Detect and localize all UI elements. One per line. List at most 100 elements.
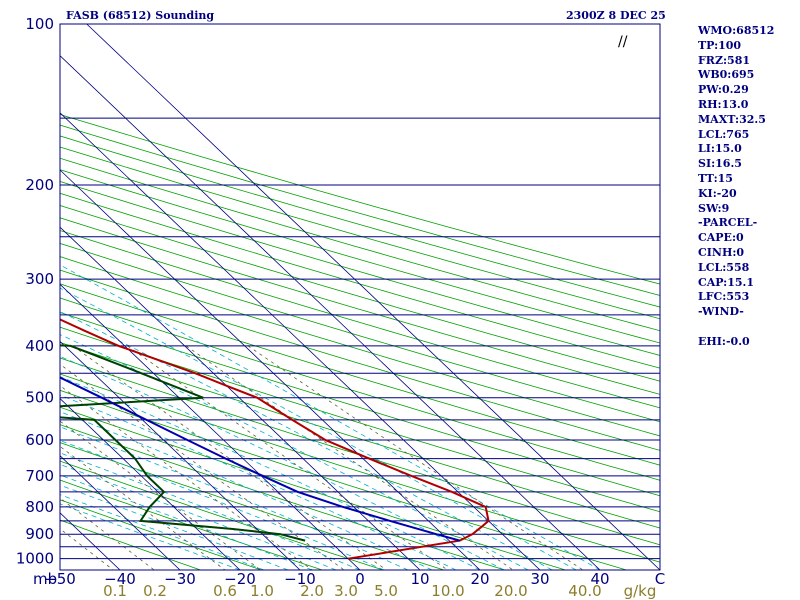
moist-adiabat: [60, 411, 433, 570]
isotherm: [86, 24, 660, 570]
index-item: LCL:558: [698, 260, 750, 274]
dry-adiabat: [60, 269, 660, 451]
temperature-tick-label: −10: [284, 570, 316, 588]
dry-adiabat: [60, 169, 660, 344]
mixing-ratio-line: [127, 345, 448, 570]
isotherm: [60, 112, 541, 570]
background-lines: [60, 24, 660, 570]
mixing-ratio-line: [60, 385, 313, 570]
wind-barb-icon: //: [618, 34, 628, 50]
index-item: CAP:15.1: [698, 275, 755, 289]
index-item: LCL:765: [698, 127, 750, 141]
dry-adiabat: [60, 312, 660, 497]
sounding-datetime: 2300Z 8 DEC 25: [566, 9, 666, 22]
pressure-tick-label: 300: [25, 270, 54, 288]
mixing-ratio-label: 20.0: [494, 582, 527, 600]
dry-adiabat: [60, 205, 660, 382]
index-item: WB0:695: [698, 68, 755, 82]
dry-adiabat: [60, 297, 660, 481]
temperature-tick-label: 40: [590, 570, 609, 588]
dry-adiabat: [60, 326, 660, 513]
pressure-tick-label: 100: [25, 15, 54, 33]
moist-adiabat: [60, 287, 577, 570]
pressure-tick-label: 900: [25, 525, 54, 543]
profile-lines: [60, 318, 490, 560]
mixing-ratio-label: 0.2: [143, 582, 167, 600]
pressure-tick-label: 600: [25, 431, 54, 449]
index-item: -PARCEL-: [698, 216, 758, 230]
dry-adiabat: [60, 114, 660, 285]
mixing-ratio-line: [60, 528, 114, 570]
isotherm: [60, 55, 601, 570]
dry-adiabat: [60, 157, 660, 332]
index-item: -WIND-: [698, 305, 744, 319]
dry-adiabat: [60, 499, 262, 570]
dry-adiabat: [60, 357, 660, 546]
parcel-profile: [60, 376, 461, 542]
mixing-ratio-label: 1.0: [250, 582, 274, 600]
dry-adiabat: [60, 135, 660, 308]
dry-adiabat: [60, 192, 660, 369]
pressure-tick-label: 1000: [16, 550, 54, 568]
dry-adiabat: [60, 230, 660, 409]
mixing-ratio-label: 3.0: [334, 582, 358, 600]
pressure-unit-label: mb: [33, 570, 57, 588]
mixing-ratio-line: [60, 363, 345, 570]
mixing-ratio-label: 2.0: [300, 582, 324, 600]
dry-adiabat: [60, 373, 660, 563]
mixing-ratio-label: 0.1: [103, 582, 127, 600]
index-item: FRZ:581: [698, 53, 751, 67]
plot-frame: [59, 23, 661, 571]
dry-adiabat: [60, 479, 323, 570]
stability-indices-panel: WMO:68512 TP:100 FRZ:581 WB0:695 PW:0.29 RH:1…: [698, 24, 774, 350]
index-item: TT:15: [698, 171, 733, 185]
dry-adiabat: [60, 406, 566, 570]
moist-adiabat: [60, 334, 529, 570]
moist-adiabat: [60, 474, 313, 570]
dry-adiabat: [60, 341, 660, 529]
dry-adiabat: [60, 442, 444, 570]
temperature-profile: [60, 318, 490, 560]
temperature-unit-label: C: [655, 570, 665, 588]
mixing-ratio-line: [247, 345, 584, 570]
index-item: SW:9: [698, 201, 730, 215]
pressure-tick-label: 700: [25, 467, 54, 485]
mixing-ratio-line: [60, 445, 226, 570]
sounding-title: FASB (68512) Sounding: [66, 9, 215, 22]
isotherm: [60, 569, 61, 570]
dewpoint-profile: [60, 344, 306, 542]
isotherm: [60, 226, 421, 570]
mixing-ratio-label: 5.0: [374, 582, 398, 600]
moist-adiabat: [60, 503, 241, 570]
index-item: CAPE:0: [698, 231, 744, 245]
dry-adiabat: [60, 242, 660, 423]
dry-adiabat: [60, 424, 505, 570]
mixing-ratio-label: 0.6: [213, 582, 237, 600]
moist-adiabat: [60, 376, 481, 570]
index-item: PW:0.29: [698, 83, 749, 97]
index-item: TP:100: [698, 38, 742, 52]
temperature-tick-label: −20: [224, 570, 256, 588]
pressure-tick-label: 400: [25, 337, 54, 355]
index-item: EHI:-0.0: [698, 334, 750, 348]
temperature-tick-label: −30: [164, 570, 196, 588]
index-item: CINH:0: [698, 245, 745, 259]
temperature-tick-label: −50: [44, 570, 76, 588]
dry-adiabat: [60, 256, 660, 437]
pressure-tick-label: 800: [25, 498, 54, 516]
moist-adiabat: [60, 426, 409, 570]
isotherm: [60, 169, 481, 570]
temperature-tick-label: 10: [410, 570, 429, 588]
mixing-ratio-unit-label: g/kg: [624, 582, 657, 600]
temperature-tick-label: 20: [470, 570, 489, 588]
moist-adiabat: [60, 264, 601, 570]
isotherm: [60, 340, 301, 570]
index-item: RH:13.0: [698, 97, 749, 111]
isotherm: [60, 283, 361, 570]
index-item: WMO:68512: [698, 24, 775, 37]
temperature-tick-label: 0: [355, 570, 365, 588]
pressure-tick-label: 500: [25, 389, 54, 407]
dry-adiabat: [60, 180, 660, 356]
